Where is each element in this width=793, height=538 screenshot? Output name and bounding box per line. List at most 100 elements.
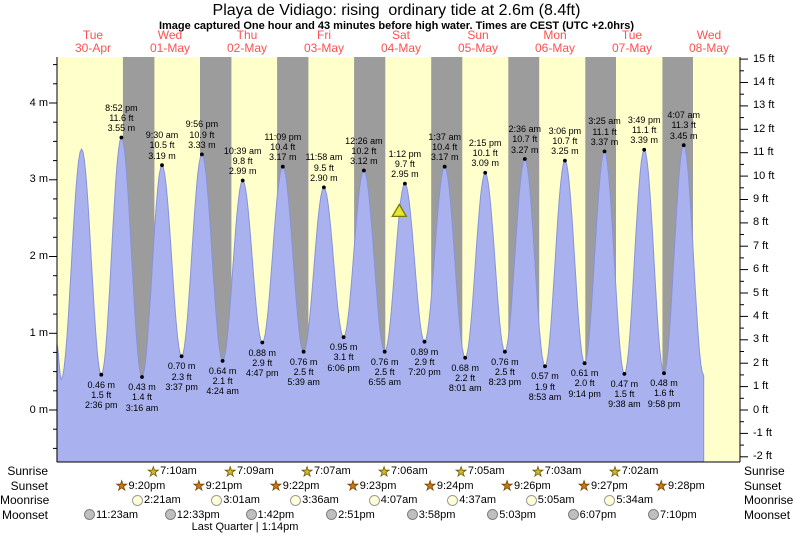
y-axis-right-label: 6 ft (753, 263, 769, 276)
low-tide-label: 0.89 m 2.9 ft 7:20 pm (408, 346, 441, 378)
sunset-time: 9:24pm (436, 479, 474, 492)
tide-point-dot (483, 170, 488, 175)
sunrise-star-icon: ★ (455, 463, 467, 479)
tide-point-dot (160, 163, 164, 168)
moonset-entry: 3:58pm (406, 507, 456, 523)
tide-point-dot (301, 349, 306, 354)
tide-point-dot (442, 164, 447, 169)
low-tide-label: 0.68 m 2.2 ft 8:01 am (448, 362, 482, 394)
y-axis-right-label: 10 ft (753, 169, 775, 182)
tide-point-dot (99, 372, 104, 377)
sun-moon-row-label: Sunrise (7, 464, 48, 478)
low-tide-label: 0.76 m 2.5 ft 6:55 am (368, 356, 401, 388)
moonrise-entry: 3:36am (290, 492, 339, 508)
moonset-time: 3:58pm (418, 508, 456, 521)
moonrise-entry: 4:07am (368, 492, 417, 508)
moonset-time: 7:10pm (660, 508, 697, 521)
sunset-star-icon: ★ (347, 478, 359, 493)
tide-point-dot (240, 178, 245, 183)
sunrise-time: 7:07am (313, 465, 351, 477)
moonrise-time: 4:37am (459, 494, 496, 506)
tide-point-dot (341, 335, 346, 339)
sunrise-entry: ★ 7:03am (532, 463, 582, 479)
high-tide-label: 2:36 am 10.7 ft 3.27 m (508, 124, 542, 155)
y-axis-left-label: 0 m (29, 403, 48, 416)
moonrise-time: 5:34am (616, 494, 654, 506)
tide-point-dot (280, 164, 285, 169)
moonset-time: 1:42pm (257, 508, 295, 521)
tide-point-dot (403, 181, 407, 186)
y-axis-right-label: 3 ft (753, 333, 769, 346)
moonrise-moon-icon (447, 494, 459, 506)
sunset-star-icon: ★ (501, 478, 513, 493)
moonset-entry: 6:07pm (567, 507, 617, 523)
moonset-time: 6:07pm (579, 508, 617, 521)
y-axis-right-label: 12 ft (753, 122, 775, 135)
moonset-moon-icon (648, 509, 659, 520)
sunrise-time: 7:03am (544, 465, 582, 477)
moonset-time: 12:33pm (176, 508, 220, 521)
high-tide-label: 11:09 pm 10.4 ft 3.17 m (264, 131, 302, 163)
tide-point-dot (503, 349, 507, 354)
y-axis-right-label: 0 ft (753, 403, 769, 416)
tide-point-dot (200, 152, 204, 157)
moonrise-entry: 2:21am (132, 492, 181, 508)
moonrise-moon-icon (132, 494, 143, 506)
y-axis-right-label: 9 ft (753, 193, 769, 205)
tide-point-dot (422, 339, 427, 344)
moonset-entry: 12:33pm (164, 507, 220, 523)
chart-title: Playa de Vidiago: rising ordinary tide a… (212, 2, 581, 19)
low-tide-label: 0.64 m 2.1 ft 4:24 am (206, 365, 239, 397)
tide-point-dot (543, 364, 547, 369)
current-tide-marker-icon (391, 203, 408, 218)
y-axis-right-label: 7 ft (753, 239, 769, 252)
sunset-entry: ★ 9:23pm (347, 478, 397, 494)
moonset-entry: 5:03pm (487, 507, 536, 523)
moonrise-moon-icon (604, 494, 616, 506)
sunset-star-icon: ★ (193, 478, 205, 493)
low-tide-label: 0.46 m 1.5 ft 2:36 pm (85, 379, 118, 411)
sunset-time: 9:28pm (668, 479, 705, 492)
sun-moon-row-label: Moonrise (0, 493, 50, 507)
day-label: Tue 07-May (611, 28, 652, 55)
y-axis-left-label: 3 m (29, 173, 48, 186)
moonrise-time: 5:05am (537, 494, 575, 506)
sunset-entry: ★ 9:27pm (578, 478, 628, 494)
low-tide-label: 0.47 m 1.5 ft 9:38 am (608, 378, 641, 410)
day-label: Sat 04-May (380, 28, 421, 55)
sunset-time: 9:20pm (128, 479, 166, 492)
sunset-entry: ★ 9:26pm (501, 478, 551, 494)
sunset-entry: ★ 9:24pm (424, 478, 474, 494)
tide-point-dot (602, 149, 607, 154)
sun-moon-row-label: Moonrise (744, 493, 793, 507)
sunset-time: 9:22pm (282, 479, 320, 492)
y-axis-right-label: 1 ft (753, 380, 769, 393)
sunrise-entry: ★ 7:05am (455, 463, 505, 479)
sunrise-entry: ★ 7:10am (147, 463, 197, 479)
sunset-time: 9:23pm (359, 479, 397, 492)
day-label: Wed 08-May (688, 28, 729, 55)
tide-point-dot (582, 361, 587, 366)
high-tide-label: 4:07 am 11.3 ft 3.45 m (667, 110, 700, 141)
high-tide-label: 12:26 am 10.2 ft 3.12 m (345, 135, 383, 167)
high-tide-label: 3:25 am 11.1 ft 3.37 m (588, 116, 621, 147)
low-tide-label: 0.76 m 2.5 ft 8:23 pm (488, 356, 522, 388)
sunset-star-icon: ★ (115, 478, 128, 493)
y-axis-right-label: 14 ft (753, 76, 775, 88)
day-label: Wed 01-May (149, 28, 190, 55)
y-axis-right-label: 5 ft (753, 286, 769, 299)
low-tide-label: 0.57 m 1.9 ft 8:53 am (528, 371, 562, 402)
moonset-moon-icon (567, 509, 579, 520)
moonset-entry: 1:42pm (245, 507, 295, 523)
sunrise-star-icon: ★ (224, 463, 237, 479)
low-tide-label: 0.48 m 1.6 ft 9:58 pm (647, 378, 681, 409)
tide-point-dot (642, 147, 647, 152)
sunrise-time: 7:06am (390, 465, 428, 477)
sunset-entry: ★ 9:22pm (270, 478, 320, 494)
low-tide-label: 0.88 m 2.9 ft 4:47 pm (246, 347, 279, 379)
moonset-entry: 2:51pm (326, 507, 375, 523)
y-axis-right-label: 15 ft (753, 52, 775, 65)
moonrise-entry: 4:37am (447, 492, 496, 508)
sunrise-time: 7:05am (467, 465, 505, 477)
moonset-time: 11:23am (96, 508, 138, 521)
